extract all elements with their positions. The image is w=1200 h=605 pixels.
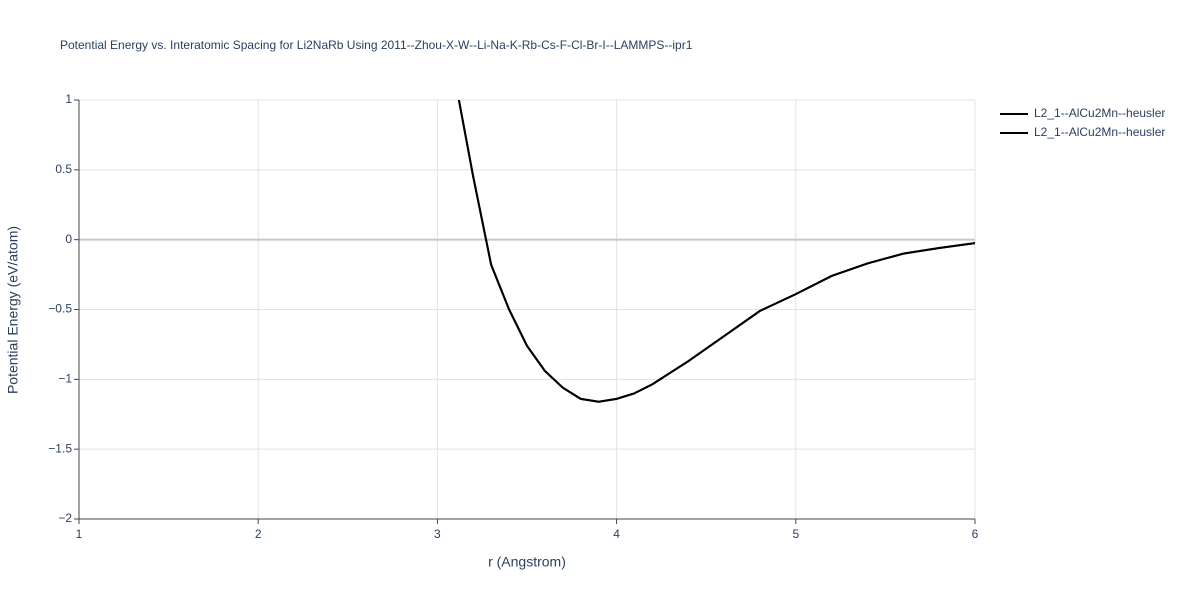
x-tick-label: 6	[972, 527, 979, 541]
series-line	[457, 100, 975, 403]
y-tick-label: −1.5	[48, 441, 72, 455]
plot-area	[457, 100, 975, 403]
x-axis-title: r (Angstrom)	[488, 554, 566, 570]
legend-label: L2_1--AlCu2Mn--heusler	[1034, 106, 1165, 120]
x-tick-label: 3	[434, 527, 441, 541]
chart-title: Potential Energy vs. Interatomic Spacing…	[60, 38, 693, 52]
x-tick-label: 2	[255, 527, 262, 541]
series-line	[457, 100, 975, 403]
y-tick-label: 0	[65, 232, 72, 246]
y-tick-label: 1	[65, 92, 72, 106]
y-tick-label: −1	[58, 372, 72, 386]
x-tick-label: 1	[76, 527, 83, 541]
y-tick-label: −2	[58, 511, 72, 525]
y-tick-label: −0.5	[48, 302, 72, 316]
legend-label: L2_1--AlCu2Mn--heusler	[1034, 125, 1165, 139]
y-tick-label: 0.5	[55, 162, 72, 176]
x-tick-label: 4	[613, 527, 620, 541]
x-tick-label: 5	[792, 527, 799, 541]
y-axis-title: Potential Energy (eV/atom)	[5, 226, 21, 394]
